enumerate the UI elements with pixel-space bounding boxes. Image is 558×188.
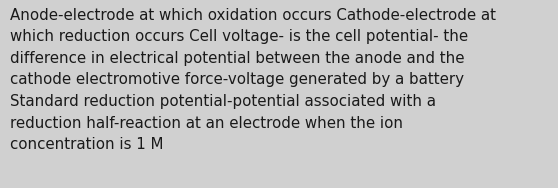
Text: Anode-electrode at which oxidation occurs Cathode-electrode at
which reduction o: Anode-electrode at which oxidation occur… — [10, 8, 496, 152]
